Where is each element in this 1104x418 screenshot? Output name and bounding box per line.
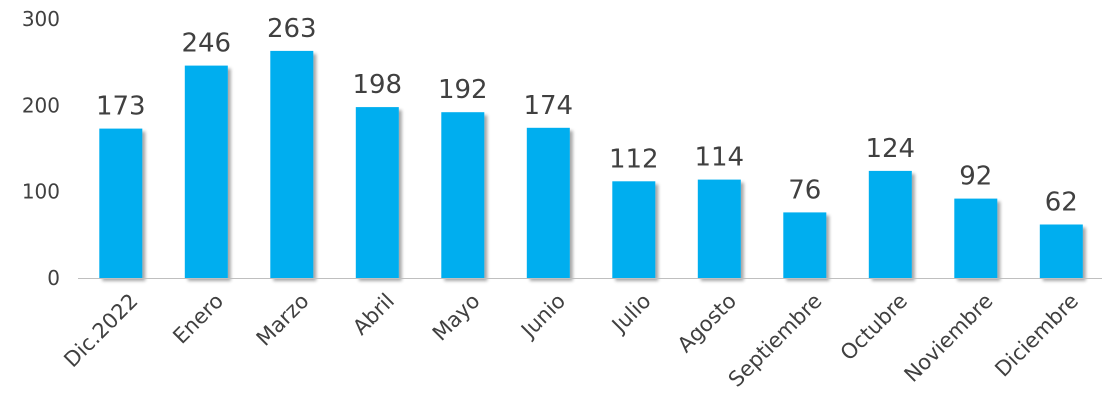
x-tick-label: Octubre [836,289,912,365]
data-label: 263 [267,14,317,44]
bar [184,65,228,278]
data-label: 198 [352,70,402,100]
bar [355,107,399,278]
bar [868,170,912,278]
y-tick-label: 200 [22,93,60,117]
x-tick-label: Agosto [673,289,741,357]
x-tick-label: Diciembre [990,289,1083,382]
bar [1039,224,1083,278]
bar [612,181,656,278]
data-label: 192 [438,75,488,105]
bar [697,179,741,278]
data-label: 92 [959,162,992,192]
data-label: 112 [609,144,659,174]
data-labels-group: 173 246 263 198 192 174 112 114 76 124 92 62 [96,14,1078,218]
data-label: 173 [96,92,146,122]
bar [526,127,570,278]
data-label: 62 [1045,188,1078,218]
x-tick-label: Junio [515,289,570,344]
y-tick-label: 0 [47,266,60,290]
data-label: 246 [181,29,231,59]
data-label: 124 [865,134,915,164]
x-tick-label: Dic.2022 [59,289,142,372]
data-label: 114 [694,143,744,173]
x-tick-label: Julio [606,289,656,339]
bars-group [99,50,1083,279]
x-axis-tick-labels: Dic.2022 Enero Marzo Abril Mayo Junio Julio Ago… [59,289,1083,392]
y-axis-tick-labels: 0 100 200 300 [22,7,60,290]
x-tick-label: Marzo [252,289,314,351]
bar [441,112,485,278]
x-tick-label: Mayo [428,289,485,346]
bar [954,198,998,278]
bar [99,128,143,278]
x-tick-label: Noviembre [900,289,998,387]
x-tick-label: Enero [168,289,228,349]
data-label: 76 [788,175,821,205]
x-tick-label: Abril [348,289,399,340]
bar [270,50,314,279]
data-label: 174 [523,91,573,121]
bar [783,212,827,278]
y-tick-label: 300 [22,7,60,31]
y-tick-label: 100 [22,180,60,204]
